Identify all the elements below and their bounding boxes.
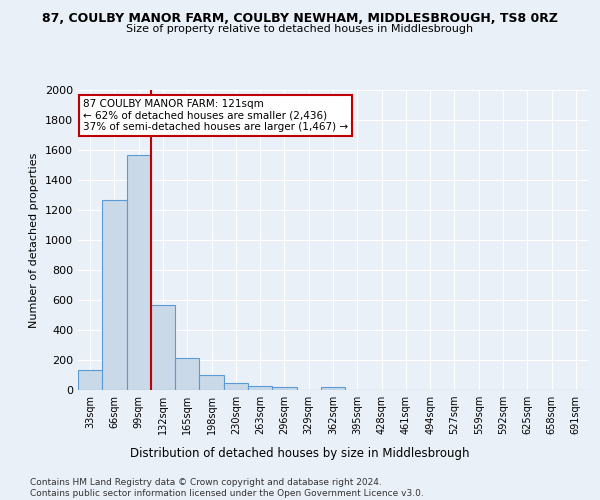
Bar xyxy=(151,305,175,390)
Bar xyxy=(175,358,199,390)
Bar xyxy=(78,370,102,390)
Bar xyxy=(127,154,151,390)
Text: Contains HM Land Registry data © Crown copyright and database right 2024.
Contai: Contains HM Land Registry data © Crown c… xyxy=(30,478,424,498)
Bar xyxy=(272,386,296,390)
Bar xyxy=(199,375,224,390)
Y-axis label: Number of detached properties: Number of detached properties xyxy=(29,152,40,328)
Text: 87, COULBY MANOR FARM, COULBY NEWHAM, MIDDLESBROUGH, TS8 0RZ: 87, COULBY MANOR FARM, COULBY NEWHAM, MI… xyxy=(42,12,558,26)
Text: 87 COULBY MANOR FARM: 121sqm
← 62% of detached houses are smaller (2,436)
37% of: 87 COULBY MANOR FARM: 121sqm ← 62% of de… xyxy=(83,99,348,132)
Bar xyxy=(224,382,248,390)
Bar xyxy=(248,386,272,390)
Text: Size of property relative to detached houses in Middlesbrough: Size of property relative to detached ho… xyxy=(127,24,473,34)
Text: Distribution of detached houses by size in Middlesbrough: Distribution of detached houses by size … xyxy=(130,448,470,460)
Bar xyxy=(102,200,127,390)
Bar xyxy=(321,387,345,390)
